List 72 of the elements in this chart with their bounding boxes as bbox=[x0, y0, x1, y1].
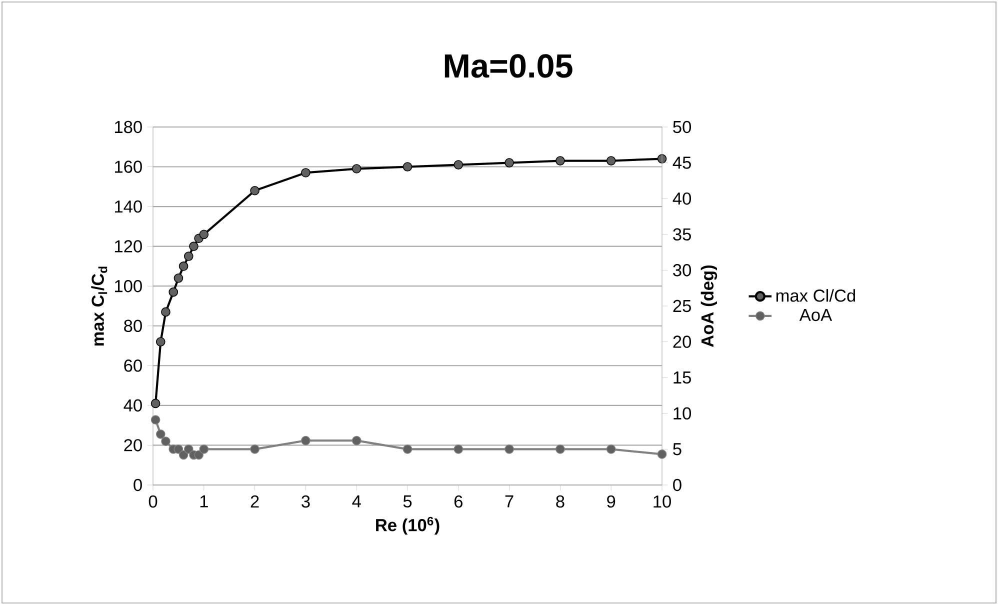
y-tick-label: 100 bbox=[115, 280, 142, 292]
x-tick-label: 4 bbox=[352, 495, 361, 508]
point bbox=[606, 444, 616, 454]
point bbox=[301, 168, 310, 178]
point bbox=[352, 164, 362, 174]
point bbox=[250, 444, 260, 454]
y2-tick-label: 45 bbox=[672, 156, 691, 169]
point bbox=[402, 162, 412, 172]
point bbox=[150, 415, 160, 424]
point bbox=[454, 160, 464, 170]
point bbox=[178, 450, 188, 460]
point bbox=[250, 186, 260, 196]
point bbox=[189, 242, 198, 251]
y-tick-label: 80 bbox=[124, 320, 142, 332]
point bbox=[657, 450, 667, 459]
point bbox=[504, 444, 514, 454]
point bbox=[352, 436, 362, 446]
y-tick-label: 160 bbox=[115, 160, 142, 173]
x-tick-label: 6 bbox=[454, 495, 462, 508]
x-tick-label: 8 bbox=[556, 495, 564, 508]
y2-tick-label: 25 bbox=[673, 300, 691, 312]
point bbox=[161, 307, 170, 317]
x-tick-label: 9 bbox=[607, 495, 616, 508]
point bbox=[178, 262, 188, 271]
point bbox=[199, 230, 209, 240]
x-tick-label: 7 bbox=[505, 495, 514, 508]
y2-tick-label: 10 bbox=[674, 407, 692, 420]
point bbox=[194, 450, 204, 460]
point bbox=[556, 444, 565, 454]
y-tick-label: 0 bbox=[134, 478, 142, 492]
point bbox=[174, 273, 184, 283]
point bbox=[606, 156, 616, 166]
x-tick-label: 10 bbox=[654, 495, 671, 508]
point bbox=[150, 398, 160, 408]
point bbox=[161, 436, 170, 446]
y2-tick-label: 0 bbox=[673, 478, 682, 492]
point bbox=[168, 287, 178, 297]
y-tick-label: 120 bbox=[115, 240, 142, 252]
point bbox=[301, 436, 310, 446]
x-tick-label: 2 bbox=[250, 495, 259, 508]
point bbox=[402, 444, 412, 454]
point bbox=[174, 444, 184, 454]
x-tick-label: 1 bbox=[200, 495, 208, 508]
y-tick-label: 180 bbox=[115, 120, 142, 134]
y2-tick-label: 40 bbox=[672, 192, 692, 205]
x-axis-title: Re (10$^{6}$) bbox=[376, 516, 440, 535]
point bbox=[504, 158, 514, 168]
point bbox=[556, 156, 565, 166]
y-tick-label: 60 bbox=[124, 360, 142, 372]
y-tick-label: 140 bbox=[115, 200, 142, 213]
y-tick-label: 40 bbox=[124, 399, 142, 412]
x-tick-label: 0 bbox=[148, 495, 158, 508]
x-tick-label: 5 bbox=[403, 495, 412, 508]
y2-axis-title: AoA (deg) bbox=[700, 265, 718, 347]
point bbox=[184, 444, 194, 454]
point bbox=[184, 252, 194, 261]
legend-label: max Cl/Cd bbox=[776, 289, 856, 302]
y-tick-label: 20 bbox=[124, 439, 142, 452]
x-tick-label: 3 bbox=[302, 495, 310, 508]
y-axis-title: max C$_{l}$/C$_{d}$ bbox=[91, 266, 108, 346]
point bbox=[199, 444, 209, 454]
y2-tick-label: 15 bbox=[674, 372, 691, 384]
y2-tick-label: 20 bbox=[673, 336, 692, 348]
y2-tick-label: 35 bbox=[673, 228, 691, 241]
point bbox=[156, 429, 166, 439]
y2-tick-label: 50 bbox=[673, 120, 692, 134]
point bbox=[454, 444, 464, 454]
legend-label: AoA bbox=[799, 308, 832, 322]
y2-tick-label: 30 bbox=[673, 264, 692, 276]
chart-title: Ma=0.05 bbox=[444, 54, 572, 78]
point bbox=[156, 337, 166, 346]
y2-tick-label: 5 bbox=[673, 443, 682, 456]
